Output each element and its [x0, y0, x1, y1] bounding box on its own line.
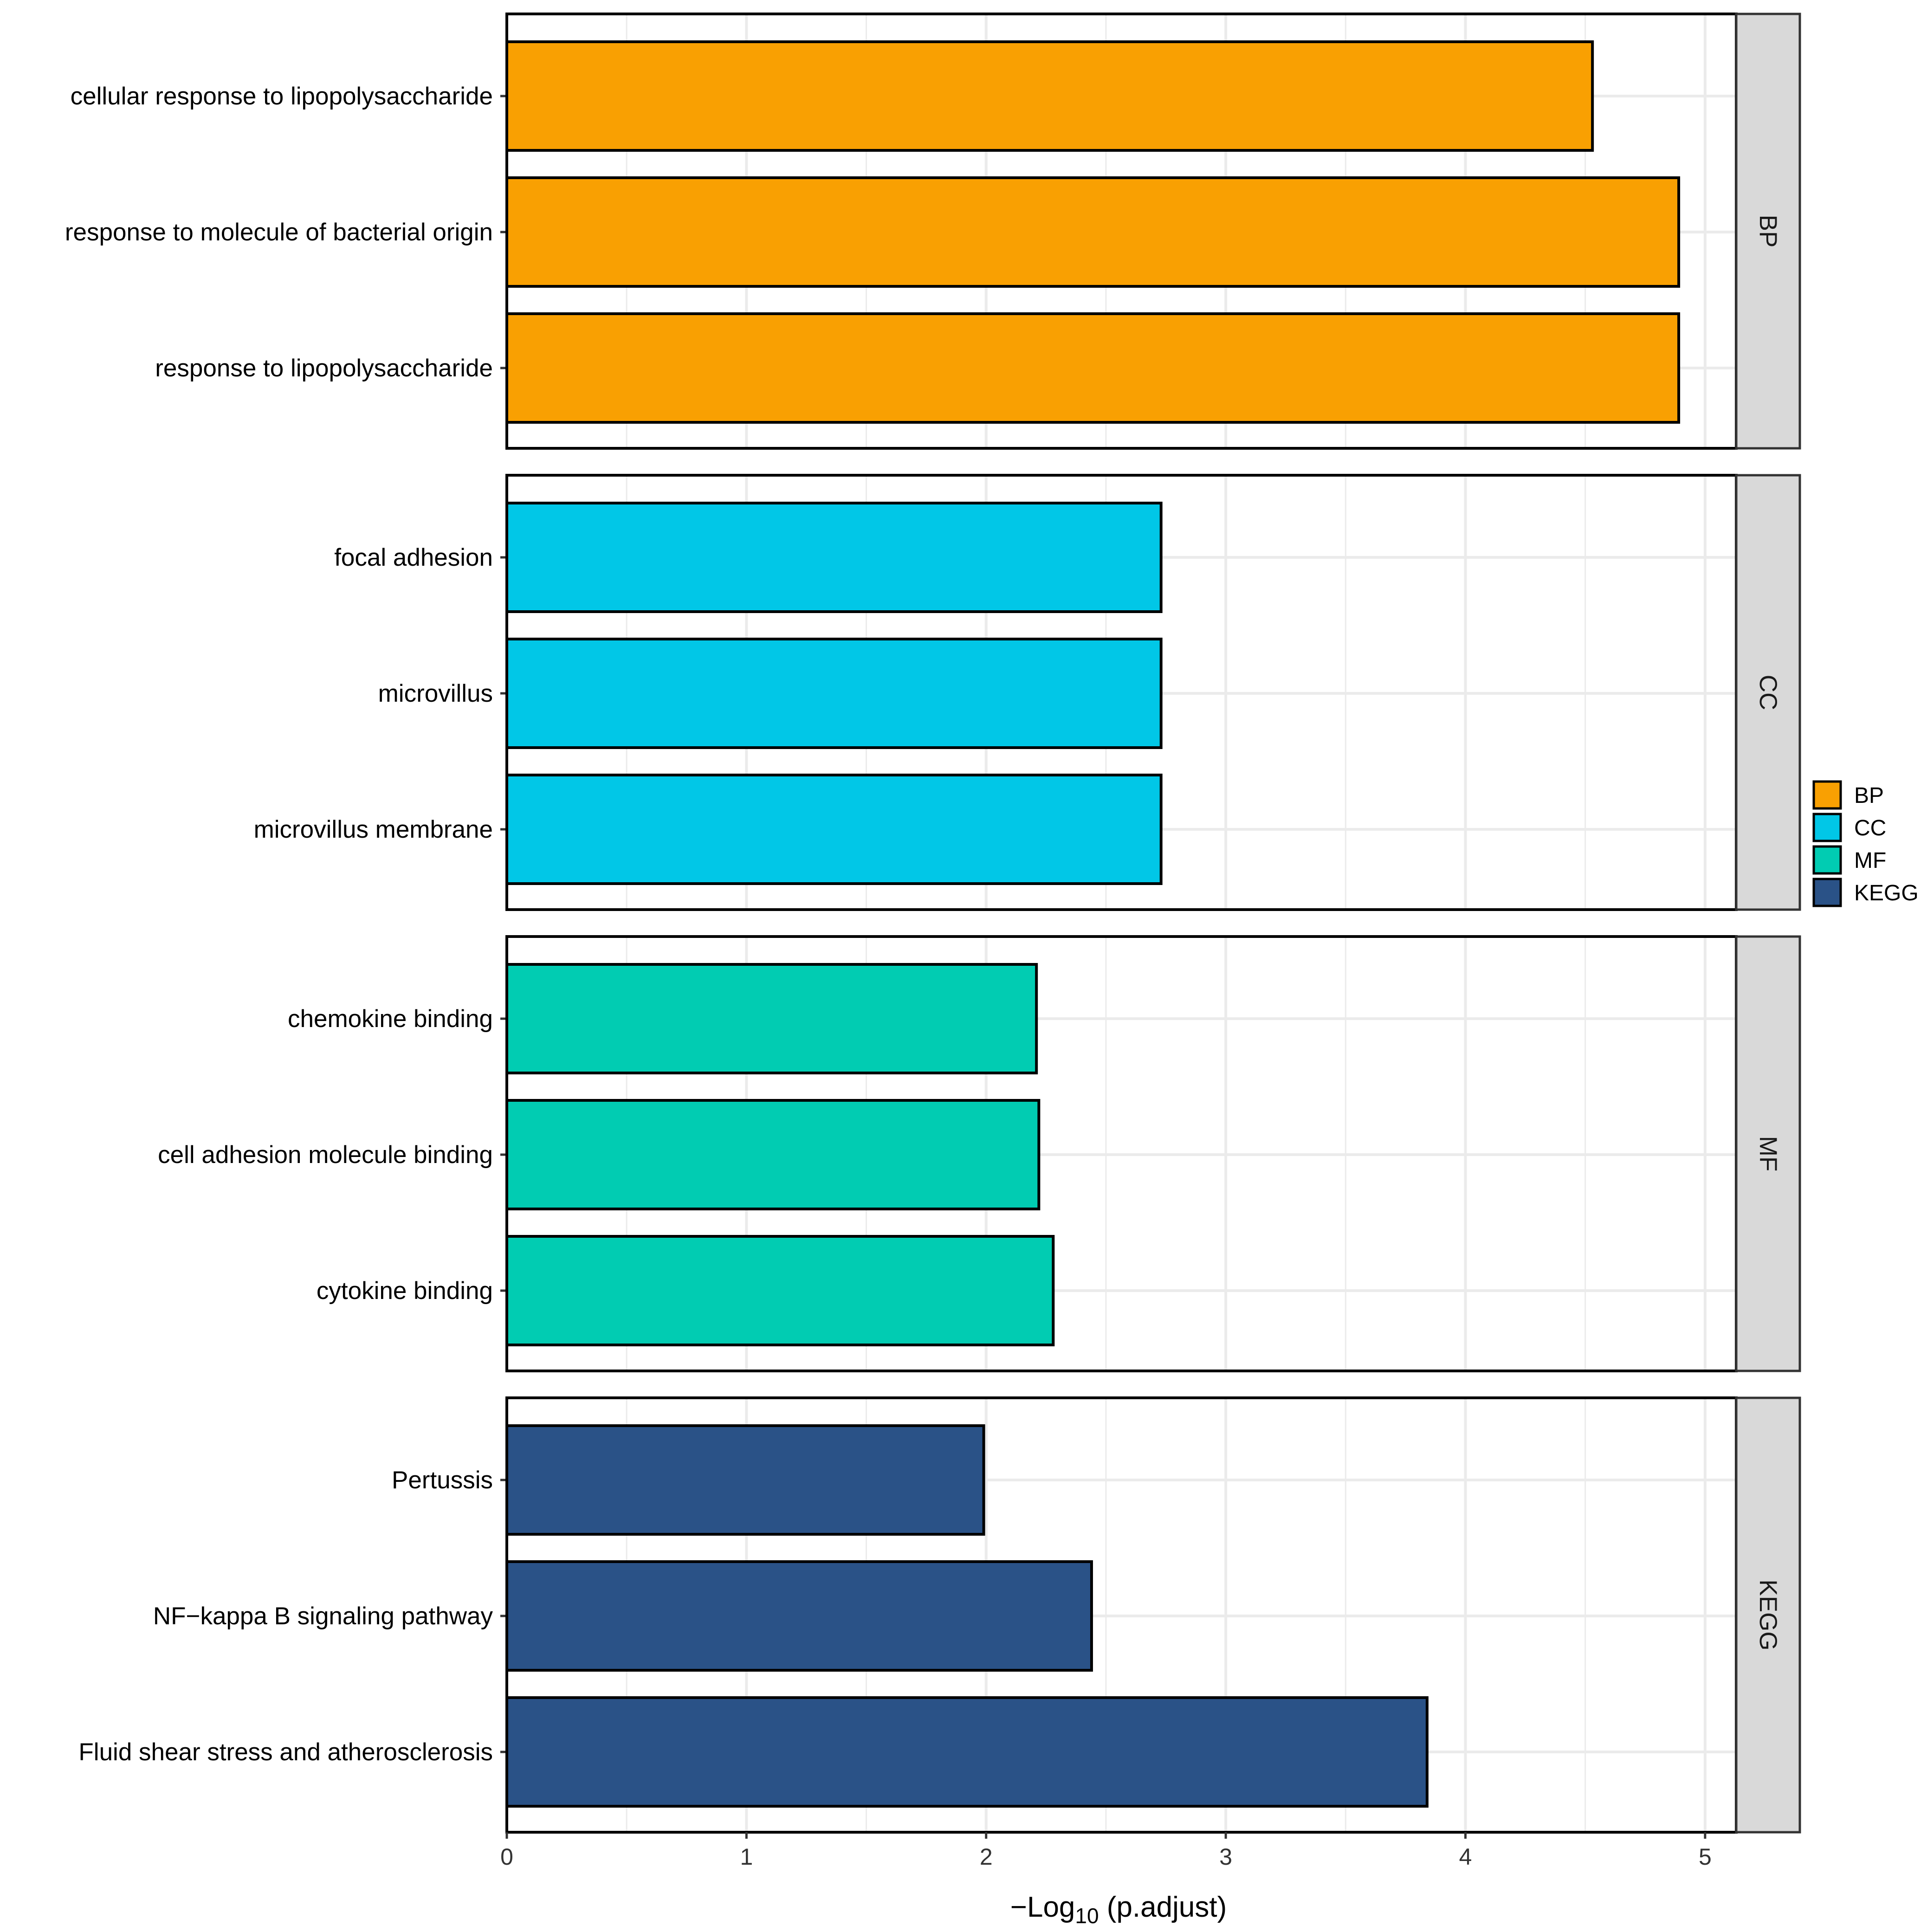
panel-mf: chemokine binding cell adhesion molecule …	[158, 935, 1801, 1372]
x-axis-title: −Log10 (p.adjust)	[1010, 1891, 1227, 1928]
bar	[505, 502, 1163, 613]
bar	[505, 312, 1681, 424]
legend-item-kegg: KEGG	[1812, 878, 1919, 907]
x-axis: 0 1 2 3 4 5	[500, 1832, 1712, 1870]
category-label: NF−kappa B signaling pathway	[153, 1602, 493, 1630]
legend: BP CC MF KEGG	[1812, 780, 1919, 907]
facet-strip	[1735, 474, 1801, 911]
panel-bp: cellular response to lipopolysaccharide r…	[65, 13, 1801, 450]
facet-panels: cellular response to lipopolysaccharide r…	[65, 13, 1801, 1834]
bar	[505, 1099, 1041, 1210]
legend-label: BP	[1854, 783, 1884, 808]
bar	[505, 40, 1594, 152]
category-label: focal adhesion	[334, 544, 493, 571]
bar	[505, 774, 1163, 885]
legend-label: MF	[1854, 848, 1886, 873]
bar	[505, 963, 1038, 1074]
bar	[505, 1696, 1429, 1808]
legend-key	[1812, 813, 1842, 842]
x-axis-title-tail: (p.adjust)	[1099, 1891, 1227, 1923]
category-label: cytokine binding	[317, 1277, 493, 1305]
legend-key	[1812, 878, 1842, 907]
legend-item-mf: MF	[1812, 845, 1886, 875]
facet-strip-label: KEGG	[1754, 1579, 1782, 1650]
bar	[505, 176, 1681, 288]
facet-strip-label: MF	[1754, 1136, 1782, 1172]
category-label: Pertussis	[392, 1467, 493, 1494]
legend-item-cc: CC	[1812, 813, 1886, 842]
x-tick-label: 3	[1219, 1844, 1232, 1870]
legend-item-bp: BP	[1812, 780, 1884, 810]
category-label: chemokine binding	[288, 1005, 493, 1033]
category-label: response to lipopolysaccharide	[155, 355, 493, 382]
x-tick-label: 5	[1699, 1844, 1712, 1870]
panel-kegg: Pertussis NF−kappa B signaling pathway Flu…	[78, 1396, 1801, 1834]
x-axis-title-main: −Log	[1010, 1891, 1075, 1923]
x-tick-label: 4	[1459, 1844, 1472, 1870]
legend-label: KEGG	[1854, 881, 1919, 905]
legend-key	[1812, 780, 1842, 810]
bar	[505, 638, 1163, 749]
bar	[505, 1424, 985, 1536]
panel-cc: focal adhesion microvillus microvillus mem…	[254, 474, 1801, 911]
category-label: cellular response to lipopolysaccharide	[71, 83, 493, 110]
category-label: response to molecule of bacterial origin	[65, 219, 493, 246]
bar	[505, 1235, 1055, 1346]
category-label: microvillus	[378, 680, 493, 707]
facet-strip	[1735, 13, 1801, 450]
legend-key	[1812, 845, 1842, 875]
x-tick-label: 0	[500, 1844, 513, 1870]
facet-strip	[1735, 935, 1801, 1372]
x-tick-label: 2	[980, 1844, 993, 1870]
category-label: cell adhesion molecule binding	[158, 1141, 493, 1169]
facet-strip-label: CC	[1754, 675, 1782, 711]
bar	[505, 1560, 1093, 1672]
facet-strip	[1735, 1396, 1801, 1834]
category-label: microvillus membrane	[254, 816, 493, 843]
x-tick-label: 1	[740, 1844, 753, 1870]
facet-strip-label: BP	[1754, 215, 1782, 248]
x-axis-title-subscript: 10	[1075, 1904, 1099, 1928]
category-label: Fluid shear stress and atherosclerosis	[78, 1738, 493, 1766]
legend-label: CC	[1854, 816, 1886, 840]
